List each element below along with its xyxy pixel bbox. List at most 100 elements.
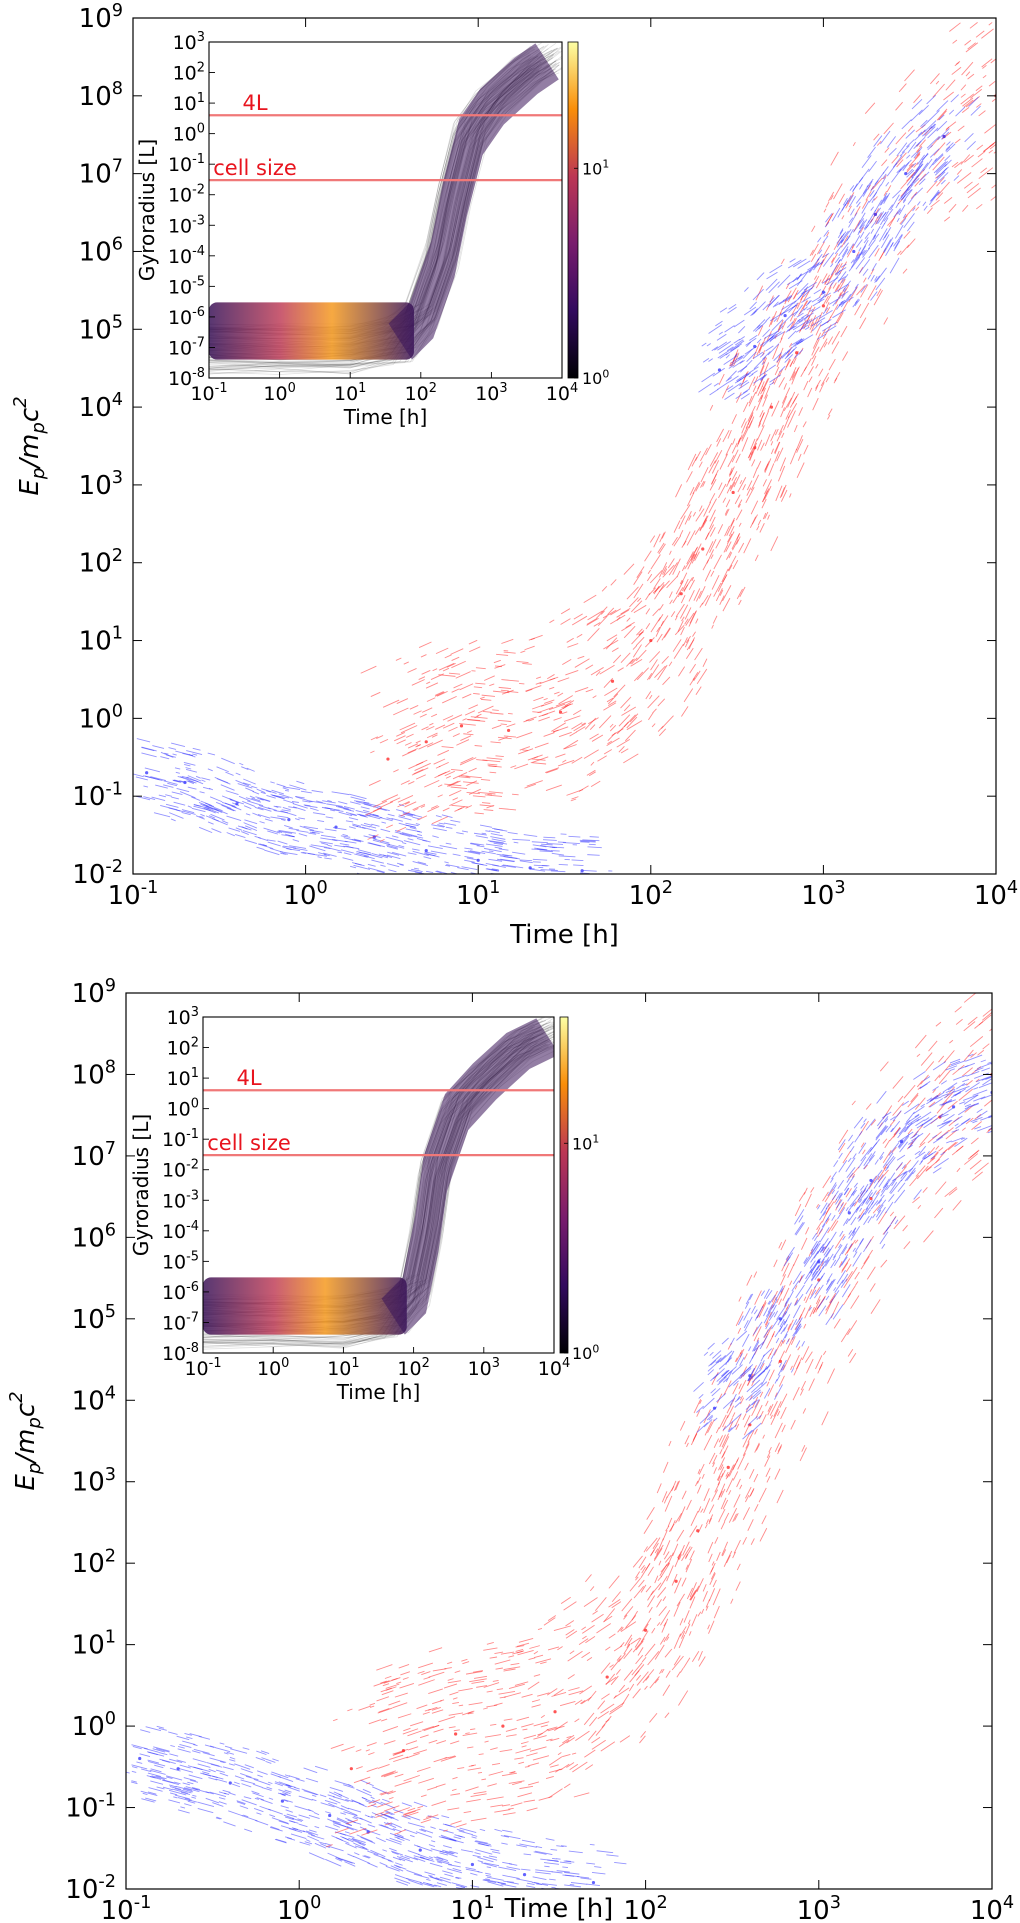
track-mark <box>272 1758 279 1762</box>
track-mark <box>632 645 637 650</box>
track-mark <box>649 570 663 584</box>
track-mark <box>938 1070 951 1084</box>
track-mark <box>747 405 756 422</box>
track-mark <box>776 1304 787 1320</box>
track-mark <box>854 1281 859 1286</box>
track-mark <box>458 1704 464 1707</box>
track-mark <box>505 1728 517 1732</box>
track-mark <box>729 1393 737 1406</box>
track-mark <box>794 1203 802 1217</box>
track-mark <box>187 1781 194 1785</box>
track-mark <box>539 850 554 853</box>
track-mark <box>189 1733 202 1738</box>
track-mark <box>929 1098 943 1108</box>
track-mark <box>933 1158 949 1169</box>
track-mark <box>779 305 785 315</box>
track-mark <box>764 1311 773 1326</box>
track-mark <box>370 750 375 754</box>
track-mark <box>150 1780 164 1785</box>
track-mark <box>543 732 555 737</box>
track-mark <box>816 333 827 340</box>
track-mark <box>476 713 482 717</box>
track-mark <box>133 773 144 778</box>
track-mark <box>940 1151 946 1156</box>
track-mark <box>210 813 225 821</box>
track-mark <box>831 207 841 222</box>
track-mark <box>715 588 723 602</box>
track-mark <box>675 580 684 595</box>
track-mark <box>537 1692 550 1697</box>
track-mark <box>710 1571 716 1580</box>
track-mark <box>494 899 510 901</box>
track-mark <box>256 788 266 794</box>
track-mark <box>474 1840 491 1845</box>
track-mark <box>743 1423 751 1436</box>
track-mark <box>469 1678 487 1683</box>
track-mark <box>735 392 742 403</box>
track-mark <box>252 1783 263 1788</box>
track-mark <box>739 359 745 364</box>
track-mark <box>169 1792 178 1796</box>
track-mark <box>264 849 280 856</box>
track-mark <box>156 1786 165 1790</box>
track-mark <box>901 145 910 154</box>
track-mark <box>717 350 730 359</box>
track-mark <box>785 409 791 420</box>
track-mark <box>808 258 820 273</box>
track-mark <box>715 1357 722 1364</box>
track-mark <box>889 1119 896 1126</box>
track-mark <box>594 1597 607 1612</box>
track-mark <box>757 423 762 428</box>
track-mark <box>852 1252 862 1267</box>
track-mark <box>228 827 241 832</box>
track-mark <box>850 208 855 216</box>
track-mark <box>477 1856 494 1863</box>
track-mark <box>644 550 652 562</box>
track-mark <box>886 1157 896 1169</box>
track-mark <box>755 1404 763 1419</box>
track-mark <box>774 1468 781 1480</box>
track-mark <box>790 1419 796 1430</box>
track-mark <box>810 317 818 334</box>
track-mark <box>802 285 815 298</box>
track-mark <box>911 98 923 110</box>
track-mark <box>971 158 983 168</box>
track-mark <box>759 410 764 418</box>
track-mark <box>545 1776 554 1779</box>
track-mark <box>742 401 749 413</box>
track-mark <box>440 875 457 878</box>
track-mark <box>947 1085 954 1091</box>
track-mark <box>287 1786 300 1792</box>
track-mark <box>733 474 741 488</box>
track-mark <box>526 1885 536 1889</box>
track-mark <box>811 355 817 366</box>
track-mark <box>267 830 279 835</box>
track-mark <box>825 213 834 226</box>
track-mark <box>970 1137 979 1145</box>
track-mark <box>709 404 714 411</box>
track-mark <box>562 658 572 666</box>
track-mark <box>695 618 699 624</box>
track-mark <box>283 1814 295 1820</box>
track-mark <box>988 1116 992 1119</box>
track-mark <box>652 608 660 617</box>
track-mark <box>780 1239 787 1251</box>
track-mark <box>400 811 411 817</box>
track-mark <box>456 832 464 835</box>
track-mark <box>585 664 594 670</box>
track-mark <box>256 1812 262 1815</box>
track-mark <box>918 178 926 185</box>
track-mark <box>580 841 590 843</box>
track-mark <box>567 1650 583 1662</box>
track-mark <box>636 1674 642 1681</box>
track-mark <box>820 1246 824 1253</box>
track-mark <box>768 364 776 370</box>
track-mark <box>738 503 741 508</box>
track-mark <box>848 217 854 224</box>
track-mark <box>851 1173 856 1178</box>
track-mark <box>643 1519 653 1535</box>
track-mark <box>900 189 912 201</box>
track-mark <box>307 853 320 856</box>
track-mark <box>291 800 299 803</box>
track-mark <box>501 689 514 695</box>
